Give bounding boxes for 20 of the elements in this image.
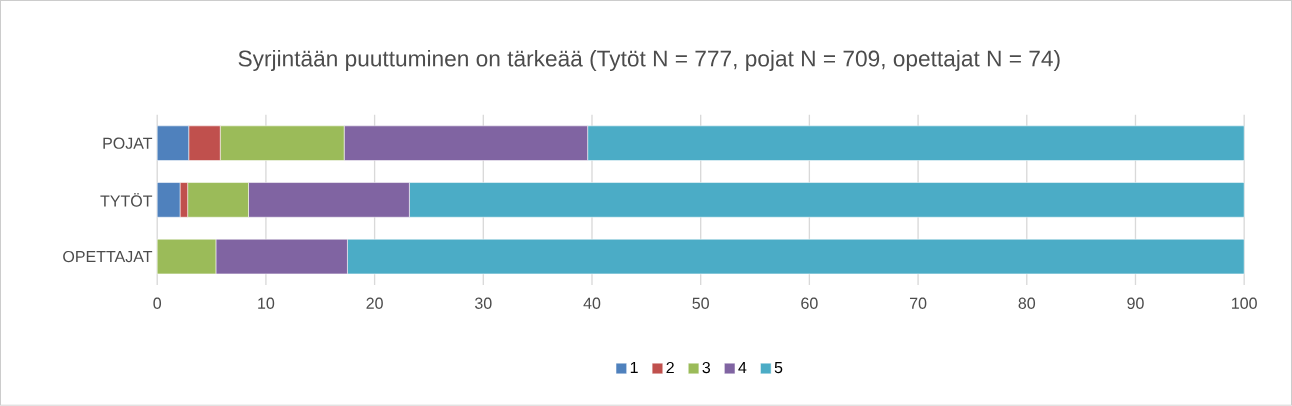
x-tick-label: 30 xyxy=(475,297,492,310)
x-tick-label: 90 xyxy=(1127,297,1144,310)
y-tick-label: TYTÖT xyxy=(100,193,153,207)
x-tick-label: 20 xyxy=(366,297,383,310)
x-tick-label: 60 xyxy=(801,297,818,310)
x-tick-label: 10 xyxy=(258,297,275,310)
x-tick-label: 100 xyxy=(1232,297,1257,310)
y-tick-label: OPETTAJAT xyxy=(63,251,153,263)
chart-title: Syrjintään puuttuminen on tärkeää (Tytöt N = 777, pojat N = 709, opettajat N = 74) xyxy=(238,50,1060,72)
y-tick-label: POJAT xyxy=(103,137,153,149)
legend-label: 1 xyxy=(630,362,638,374)
legend-label: 4 xyxy=(738,362,747,374)
x-tick-label: 70 xyxy=(910,297,927,310)
legend-label: 2 xyxy=(666,362,674,374)
legend-label: 5 xyxy=(774,362,783,374)
legend-label: 3 xyxy=(702,362,711,374)
x-tick-label: 50 xyxy=(692,297,709,310)
x-tick-label: 80 xyxy=(1018,297,1036,310)
x-tick-label: 0 xyxy=(153,297,162,310)
x-tick-label: 40 xyxy=(583,297,601,310)
